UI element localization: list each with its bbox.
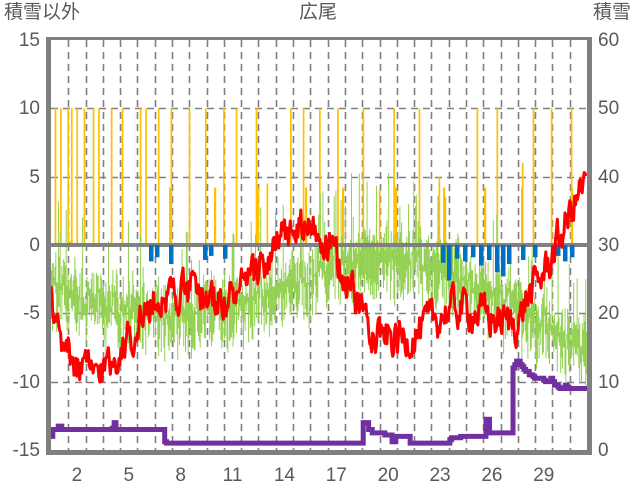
left-tick--5: -5 [23,303,40,325]
left-tick-5: 5 [29,166,40,188]
blue-bars-layer [149,245,575,281]
x-tick-26: 26 [481,465,503,486]
x-tick-23: 23 [429,465,451,486]
left-tick-0: 0 [29,235,40,256]
purple-step-line-layer [51,358,587,446]
orange-bars-layer [54,108,574,245]
right-axis-title: 積雪 [592,2,631,23]
x-tick-14: 14 [273,465,295,486]
right-tick-20: 20 [598,303,620,325]
x-tick-11: 11 [222,465,243,486]
red-line-layer [51,171,587,384]
right-tick-50: 50 [598,98,620,120]
x-axis-ticks: 2 5 8 11 14 17 20 23 26 29 [0,466,636,490]
x-tick-2: 2 [71,465,83,486]
left-tick--15: -15 [12,440,40,461]
left-axis-title: 積雪以外 [4,2,81,23]
left-tick--10: -10 [12,371,40,393]
right-tick-0: 0 [598,440,609,461]
plot-canvas [51,40,587,450]
right-tick-10: 10 [598,371,620,393]
x-tick-17: 17 [325,465,347,486]
x-tick-20: 20 [377,465,399,486]
left-tick-10: 10 [18,98,40,120]
right-tick-60: 60 [598,30,620,51]
x-tick-8: 8 [175,465,186,486]
x-tick-29: 29 [533,465,555,486]
x-tick-5: 5 [123,465,135,486]
right-tick-30: 30 [598,235,620,256]
right-tick-40: 40 [598,166,620,188]
chart-title: 広尾 [298,2,337,23]
left-tick-15: 15 [18,30,40,51]
